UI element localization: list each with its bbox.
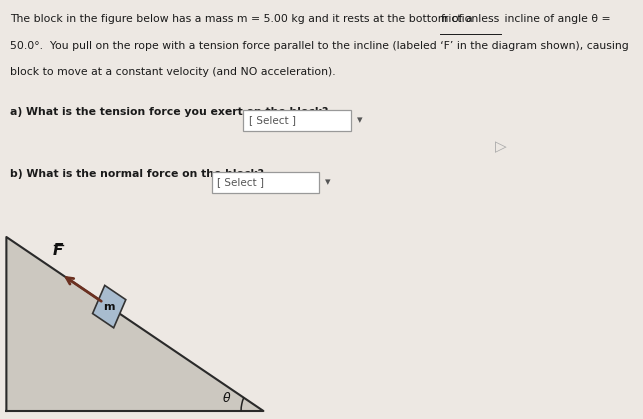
Text: θ: θ [222, 392, 230, 405]
Text: [ Select ]: [ Select ] [249, 115, 296, 125]
Text: ▷: ▷ [495, 140, 507, 155]
Text: incline of angle θ =: incline of angle θ = [502, 14, 611, 24]
Text: b) What is the normal force on the block?: b) What is the normal force on the block… [10, 169, 264, 179]
Bar [244, 110, 351, 131]
Polygon shape [6, 237, 264, 411]
Text: The block in the figure below has a mass m = 5.00 kg and it rests at the bottom : The block in the figure below has a mass… [10, 14, 476, 24]
Polygon shape [93, 285, 126, 328]
Text: frictionless: frictionless [440, 14, 500, 24]
Bar [212, 172, 320, 193]
Text: ▾: ▾ [325, 177, 331, 187]
Text: block to move at a constant velocity (and NO acceleration).: block to move at a constant velocity (an… [10, 67, 335, 77]
Text: m: m [104, 302, 115, 312]
Text: [ Select ]: [ Select ] [217, 177, 264, 187]
Text: 50.0°.  You pull on the rope with a tension force parallel to the incline (label: 50.0°. You pull on the rope with a tensi… [10, 41, 628, 51]
Text: a) What is the tension force you exert on the block?: a) What is the tension force you exert o… [10, 107, 328, 117]
Text: ▾: ▾ [357, 115, 363, 125]
Text: F: F [53, 243, 64, 258]
